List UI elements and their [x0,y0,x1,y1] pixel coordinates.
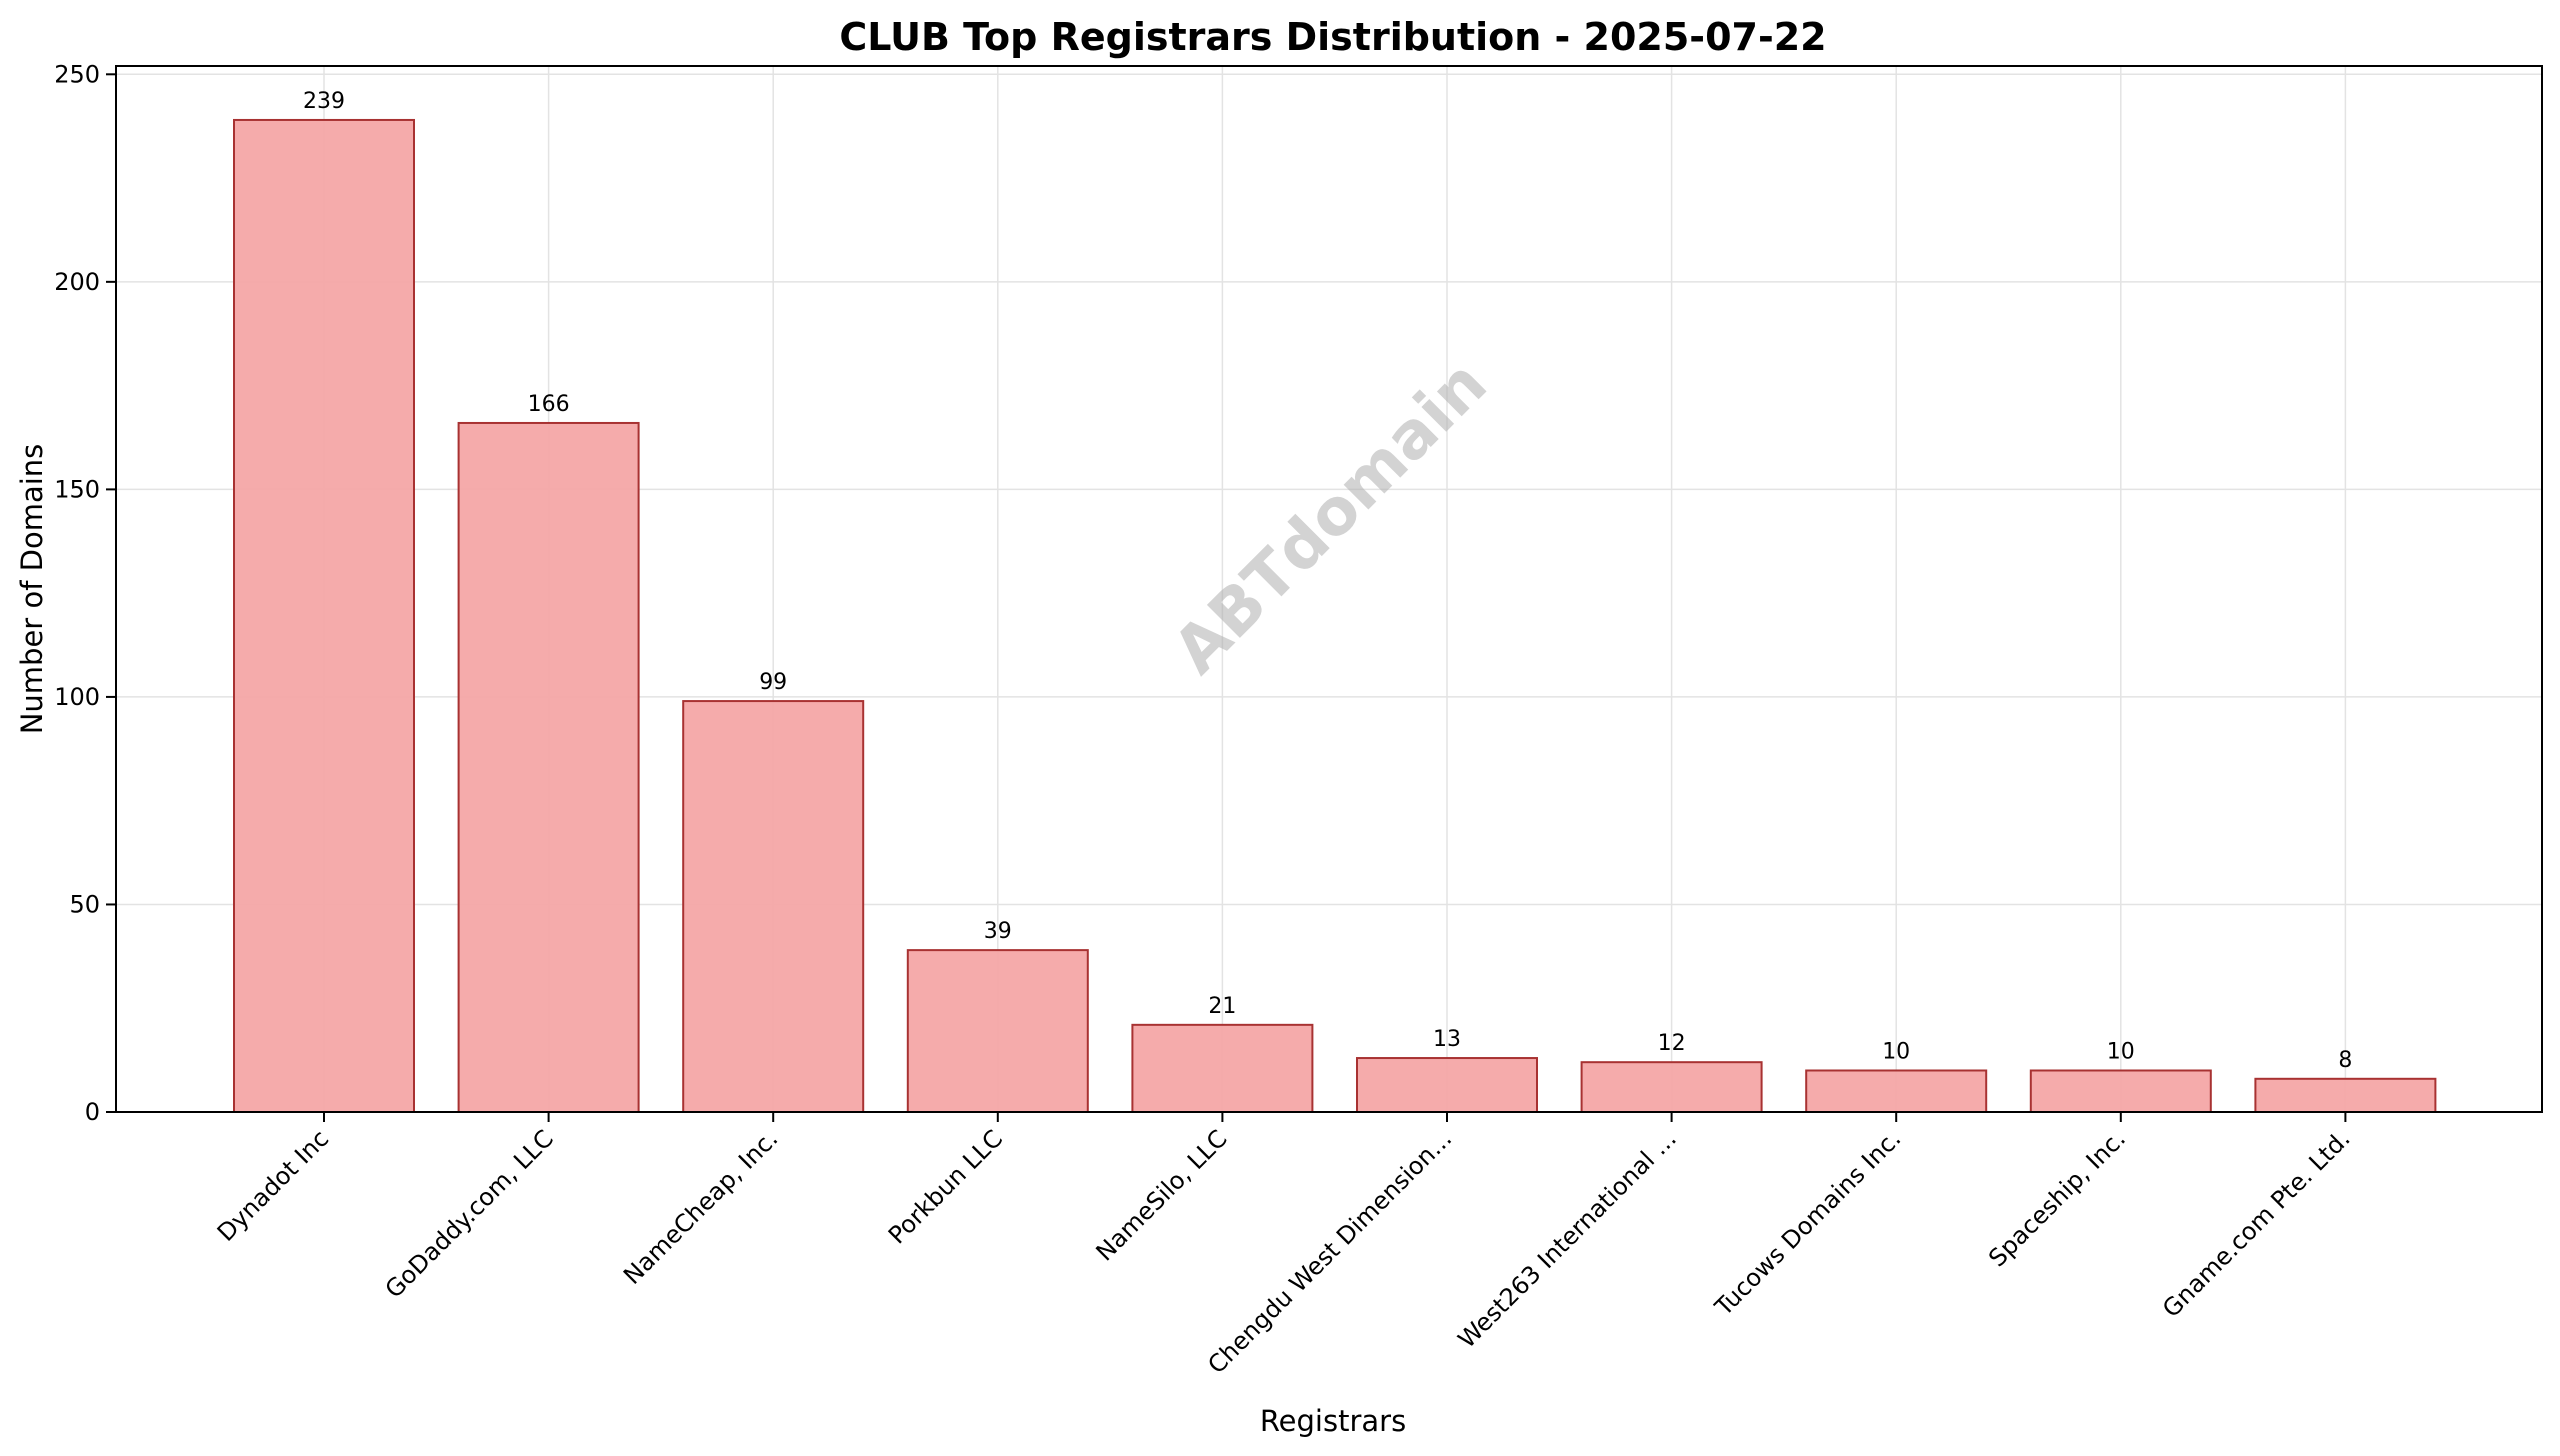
bar [233,118,415,1113]
plot-frame [115,65,2543,1113]
x-tick-label: West263 International ... [1453,1124,1682,1353]
data-label: 10 [1882,1039,1910,1064]
y-tick-label: 250 [54,60,100,88]
bar [1356,1057,1538,1113]
bar [2254,1077,2437,1114]
bar [1131,1023,1314,1114]
y-axis: 0 50 100 150 200 250 [54,60,116,1126]
x-tick-label: NameCheap, Inc. [618,1124,783,1289]
data-label: 12 [1658,1031,1686,1056]
data-labels: 239 166 99 39 21 13 12 10 10 8 [303,89,2352,1073]
x-tick-label: Dynadot Inc [212,1124,334,1246]
data-label: 99 [759,670,787,695]
bars [233,118,2437,1114]
data-label: 13 [1433,1027,1461,1052]
x-tick-label: Gname.com Pte. Ltd. [2157,1124,2356,1323]
y-tick-label: 100 [54,683,100,711]
data-label: 166 [528,392,570,417]
data-label: 239 [303,89,345,114]
x-tick-label: NameSilo, LLC [1091,1124,1233,1266]
watermark-text: ABTdomain [1160,347,1502,689]
chart-title: CLUB Top Registrars Distribution - 2025-… [839,15,1826,59]
x-tick-label: Spaceship, Inc. [1983,1124,2131,1272]
y-tick-label: 50 [69,890,100,918]
y-tick-label: 200 [54,268,100,296]
y-axis-title: Number of Domains [15,444,49,735]
data-label: 21 [1208,994,1236,1019]
bar [1580,1061,1763,1113]
data-label: 10 [2107,1039,2135,1064]
y-tick-label: 150 [54,475,100,503]
data-label: 39 [984,919,1012,944]
data-label: 8 [2338,1048,2352,1073]
x-axis: Dynadot Inc GoDaddy.com, LLC NameCheap, In… [212,1112,2356,1379]
x-tick-label: Tucows Domains Inc. [1709,1124,1906,1321]
x-tick-label: Porkbun LLC [883,1124,1008,1249]
x-axis-title: Registrars [1260,1404,1406,1438]
y-tick-label: 0 [85,1098,100,1126]
bar [1805,1069,1988,1114]
bar [906,949,1089,1113]
bar [2029,1069,2212,1114]
bar [682,700,865,1113]
x-tick-label: GoDaddy.com, LLC [380,1124,559,1303]
x-tick-label: Chengdu West Dimension... [1202,1124,1457,1379]
bar [457,421,640,1113]
